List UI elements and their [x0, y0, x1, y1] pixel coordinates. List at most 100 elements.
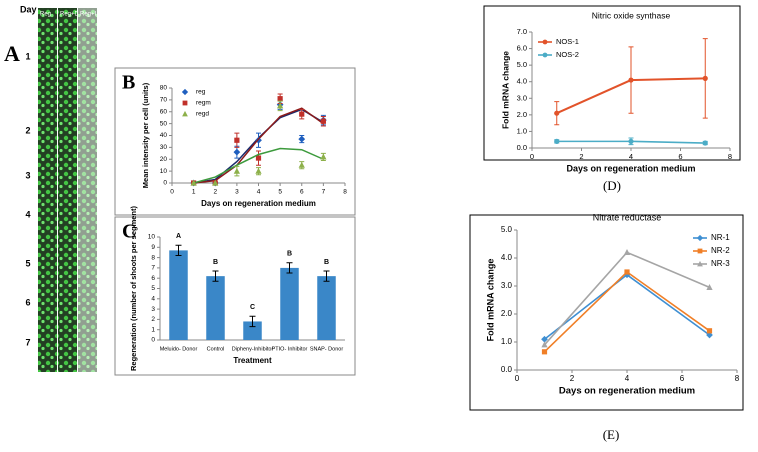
legend-label: NR-1	[711, 233, 730, 242]
x-tick-label: 7	[322, 189, 326, 196]
marker	[277, 102, 284, 109]
x-axis-label: Days on regeneration medium	[559, 386, 695, 397]
y-tick-label: 8	[151, 254, 155, 261]
marker	[181, 88, 189, 96]
x-tick-label: 2	[579, 152, 583, 161]
day-number: 2	[25, 125, 30, 135]
x-tick-label: 3	[235, 189, 239, 196]
marker	[233, 167, 240, 174]
marker	[212, 179, 219, 186]
error-bar	[212, 270, 219, 282]
error-bar	[323, 270, 330, 282]
panel-letter: B	[122, 72, 135, 94]
x-tick-label: 6	[300, 189, 304, 196]
x-tick-label: 4	[257, 189, 261, 196]
y-tick-label: 4.0	[501, 253, 513, 262]
error-bar	[286, 262, 293, 274]
y-tick-label: 2.0	[517, 110, 527, 119]
panel-letter: C	[122, 221, 136, 243]
marker	[277, 96, 283, 102]
marker	[706, 284, 713, 290]
error-bar	[175, 244, 182, 257]
y-tick-label: 6.0	[517, 44, 527, 53]
x-tick-label: 8	[735, 374, 740, 383]
marker	[541, 349, 548, 355]
legend-label: NR-3	[711, 259, 730, 268]
x-tick-label: 4	[625, 374, 630, 383]
x-tick-label: 8	[343, 189, 347, 196]
bar	[206, 276, 225, 340]
series-line	[543, 251, 710, 346]
x-tick-label: Dipheny-Inhibitor	[232, 346, 274, 352]
column-label: Reg+I	[80, 12, 97, 18]
marker	[233, 148, 241, 156]
marker	[702, 75, 708, 81]
marker	[255, 167, 262, 174]
panel-d-frame	[483, 5, 741, 161]
y-tick-label: 30	[160, 144, 168, 151]
trend-line	[193, 147, 324, 184]
y-tick-label: 50	[160, 120, 168, 127]
day-number: 4	[25, 209, 30, 219]
y-tick-label: 7	[151, 265, 155, 272]
y-tick-label: 1	[151, 326, 155, 333]
x-tick-label: 5	[278, 189, 282, 196]
y-tick-label: 70	[160, 97, 168, 104]
y-tick-label: 9	[151, 244, 155, 251]
day-label: Day	[20, 4, 37, 14]
marker	[234, 137, 240, 143]
marker	[542, 52, 548, 58]
error-bar	[249, 315, 256, 328]
x-tick-label: 6	[680, 374, 685, 383]
legend-label: NOS-2	[556, 50, 579, 59]
marker	[541, 341, 548, 348]
y-tick-label: 4.0	[517, 77, 527, 86]
x-tick-label: 2	[570, 374, 575, 383]
y-tick-label: 0	[163, 180, 167, 187]
marker	[628, 138, 634, 144]
x-tick-label: 8	[728, 152, 732, 161]
bar	[317, 276, 336, 340]
chart-title: Nitric oxide synthase	[592, 10, 671, 20]
micrograph-column	[58, 8, 77, 372]
micrograph-column	[78, 8, 97, 372]
marker	[706, 328, 713, 334]
marker	[554, 138, 560, 144]
y-tick-label: 3.0	[517, 93, 527, 102]
bar-letter: B	[287, 251, 292, 258]
x-tick-label: 4	[629, 152, 633, 161]
x-tick-label: 0	[530, 152, 534, 161]
day-number: 1	[25, 51, 30, 61]
series-line	[543, 270, 710, 353]
marker	[182, 110, 188, 117]
caption: (D)	[603, 178, 621, 193]
y-tick-label: 1.0	[517, 126, 527, 135]
y-tick-label: 5.0	[517, 60, 527, 69]
marker	[320, 118, 326, 124]
y-tick-label: 80	[160, 85, 168, 92]
y-tick-label: 60	[160, 108, 168, 115]
y-tick-label: 40	[160, 132, 168, 139]
y-axis-label: Fold mRNA change	[485, 259, 495, 342]
marker	[624, 269, 630, 275]
marker	[299, 111, 305, 117]
x-tick-label: Meluido- Donor	[160, 346, 198, 352]
marker	[190, 179, 197, 186]
legend-label: reg	[196, 89, 206, 96]
bar-letter: C	[250, 304, 255, 311]
marker	[320, 153, 327, 160]
x-tick-label: 0	[515, 374, 520, 383]
y-tick-label: 3.0	[501, 281, 513, 290]
x-axis-label: Days on regeneration medium	[566, 163, 695, 173]
y-axis-label: Fold mRNA change	[500, 51, 510, 129]
marker	[541, 335, 548, 343]
panel-e-frame	[469, 214, 744, 411]
bar	[280, 267, 299, 340]
x-tick-label: 6	[678, 152, 682, 161]
marker	[702, 140, 708, 146]
panel-c-frame	[114, 216, 356, 376]
legend-label: regm	[196, 100, 211, 107]
panel-letter: A	[4, 41, 20, 66]
y-tick-label: 20	[160, 156, 168, 163]
micrograph-column	[38, 8, 57, 372]
